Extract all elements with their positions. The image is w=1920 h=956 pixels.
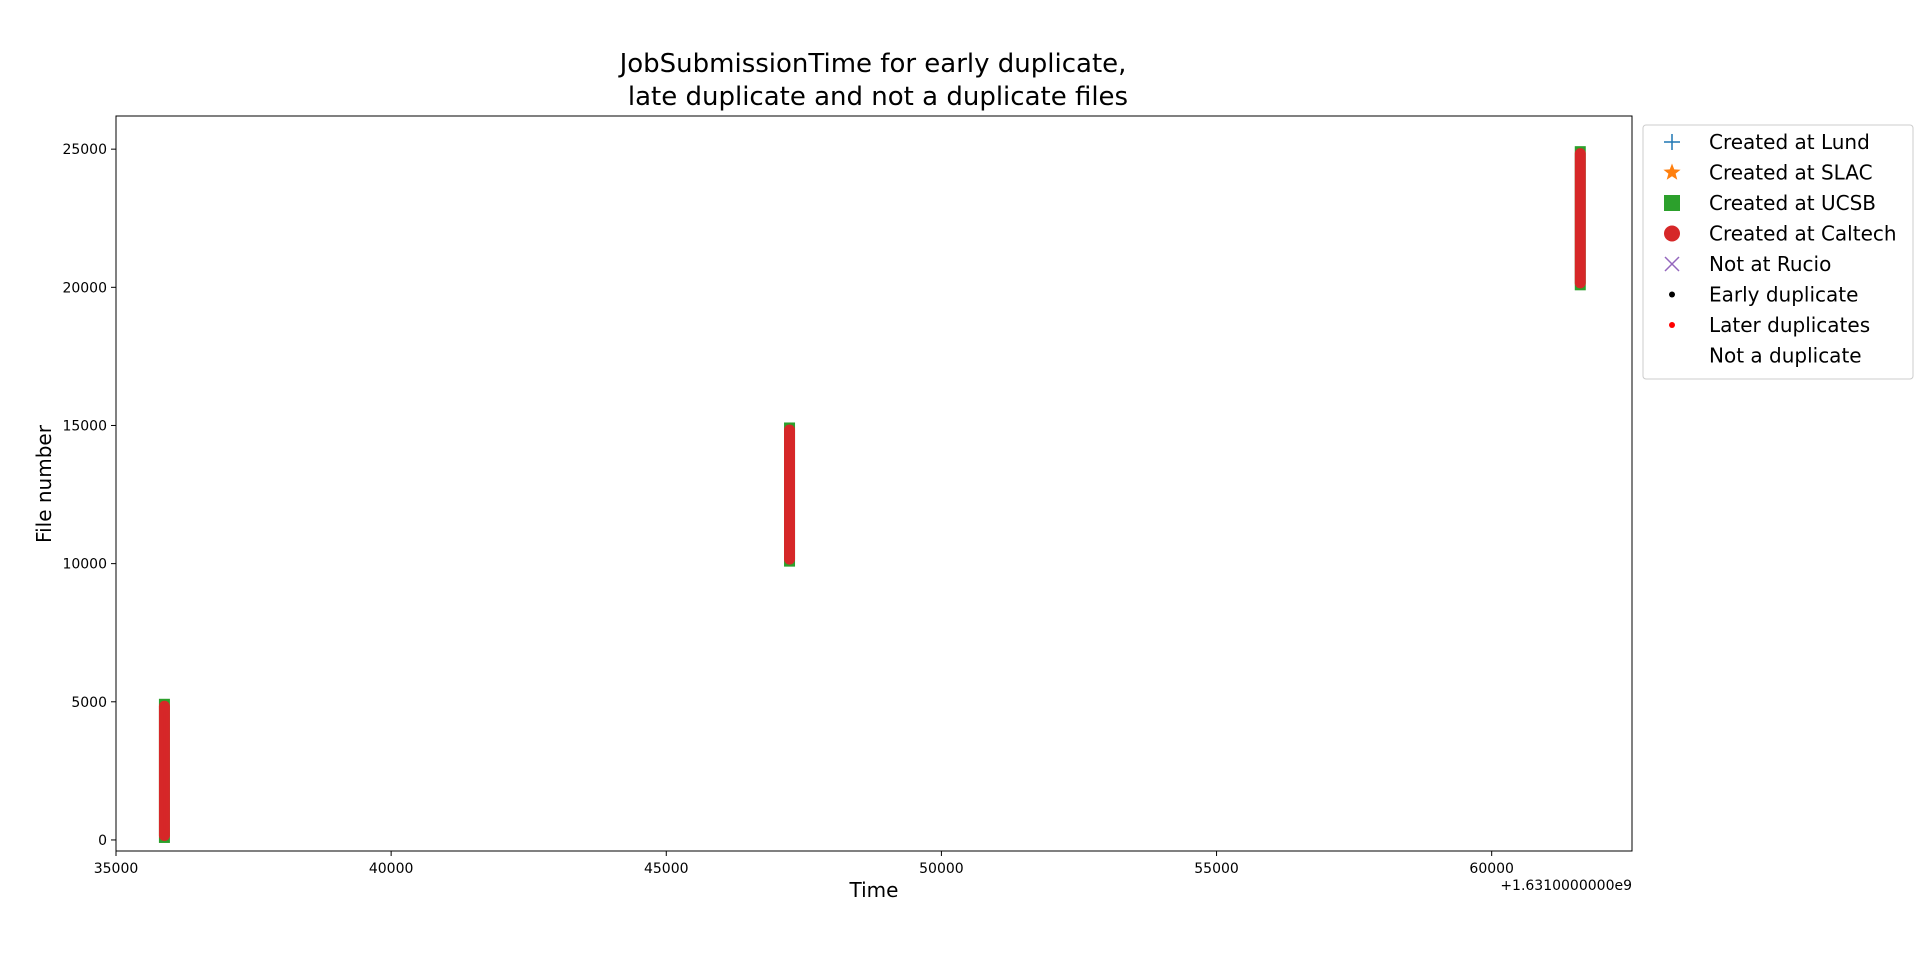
star-marker-icon xyxy=(1663,163,1681,180)
legend-entry: Created at UCSB xyxy=(1664,191,1876,215)
legend-entry: Created at Caltech xyxy=(1664,222,1897,246)
chart-title-line1: JobSubmissionTime for early duplicate, xyxy=(618,49,1127,79)
legend-label: Created at SLAC xyxy=(1709,161,1873,185)
legend-box xyxy=(1642,124,1914,380)
legend-label: Later duplicates xyxy=(1709,313,1870,337)
data-cluster-2 xyxy=(784,422,796,567)
caltech-markers xyxy=(1574,148,1586,289)
x-tick-label: 50000 xyxy=(919,861,964,877)
data-cluster-1 xyxy=(158,698,170,843)
caltech-markers xyxy=(784,424,796,565)
later-duplicate-dots xyxy=(163,711,166,830)
legend-label: Not a duplicate xyxy=(1709,344,1862,368)
legend-label: Not at Rucio xyxy=(1709,252,1831,276)
chart-title-line2: late duplicate and not a duplicate files xyxy=(628,82,1128,112)
data-cluster-3 xyxy=(1574,146,1586,291)
later-duplicate-dots xyxy=(1579,159,1582,278)
legend: Created at Lund Created at SLAC Created at… xyxy=(1642,124,1914,380)
square-marker-icon xyxy=(1664,195,1680,211)
x-marker-icon xyxy=(1664,256,1680,272)
legend-entry: Early duplicate xyxy=(1669,283,1858,307)
legend-label: Created at Lund xyxy=(1709,130,1870,154)
x-tick-label: 45000 xyxy=(644,861,689,877)
later-duplicate-dots xyxy=(788,435,791,554)
x-axis-ticks: 35000 40000 45000 50000 55000 60000 xyxy=(94,851,1514,877)
x-tick-label: 40000 xyxy=(369,861,414,877)
dot-marker-icon xyxy=(1669,322,1675,328)
legend-label: Created at UCSB xyxy=(1709,191,1876,215)
x-axis-label: Time xyxy=(849,878,899,902)
legend-entry: Later duplicates xyxy=(1669,313,1870,337)
plot-area xyxy=(115,115,1633,852)
legend-entry: Not at Rucio xyxy=(1664,252,1831,276)
legend-label: Created at Caltech xyxy=(1709,222,1897,246)
y-axis-label: File number xyxy=(32,424,56,543)
x-tick-label: 60000 xyxy=(1469,861,1514,877)
y-tick-label: 25000 xyxy=(62,142,107,158)
legend-label: Early duplicate xyxy=(1709,283,1858,307)
plus-marker-icon xyxy=(1664,134,1680,150)
y-tick-label: 0 xyxy=(98,833,107,849)
caltech-markers xyxy=(158,700,170,841)
x-axis-offset-label: +1.6310000000e9 xyxy=(1500,878,1632,894)
plot-frame xyxy=(115,115,1633,852)
y-tick-label: 20000 xyxy=(62,280,107,296)
circle-marker-icon xyxy=(1664,225,1680,242)
y-tick-label: 10000 xyxy=(62,557,107,573)
y-tick-label: 15000 xyxy=(62,418,107,434)
legend-entry: Created at SLAC xyxy=(1663,161,1873,185)
x-tick-label: 55000 xyxy=(1194,861,1239,877)
y-axis-ticks: 0 5000 10000 15000 20000 25000 xyxy=(62,142,116,849)
legend-entry: Not a duplicate xyxy=(1709,344,1862,368)
y-tick-label: 5000 xyxy=(71,695,107,711)
x-tick-label: 35000 xyxy=(94,861,139,877)
dot-marker-icon xyxy=(1669,291,1675,298)
legend-entry: Created at Lund xyxy=(1664,130,1870,154)
